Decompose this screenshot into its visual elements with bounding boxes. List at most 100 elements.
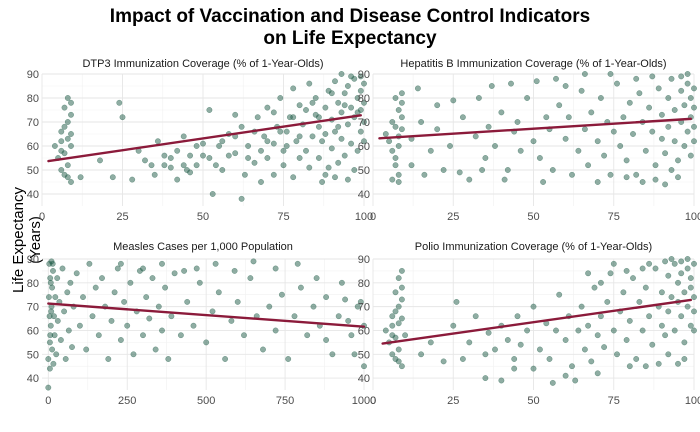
data-point [174, 147, 181, 154]
data-point [277, 128, 284, 135]
data-point [162, 284, 169, 291]
data-point [671, 138, 678, 145]
data-point [614, 351, 620, 358]
y-tick-label: 40 [27, 373, 39, 385]
data-point [389, 313, 396, 320]
data-point [272, 265, 279, 272]
data-point [549, 379, 556, 386]
data-point [617, 143, 624, 149]
data-point [398, 90, 405, 97]
data-point [662, 181, 669, 188]
data-point [620, 114, 627, 121]
data-point [228, 317, 235, 324]
data-point [361, 119, 367, 125]
data-point [58, 138, 65, 145]
data-point [167, 164, 174, 171]
data-point [219, 138, 226, 145]
data-point [361, 99, 367, 106]
data-point [161, 162, 168, 169]
data-point [418, 351, 425, 358]
y-tick-label: 70 [358, 117, 370, 129]
data-point [536, 155, 543, 161]
data-point [61, 123, 68, 130]
data-point [272, 327, 279, 334]
facet-panel-4: 0 25 50 75 100 40 50 60 70 80 90 Polio Immunization… [358, 241, 700, 407]
data-point [691, 308, 697, 315]
data-point [58, 167, 65, 173]
data-point [675, 279, 681, 286]
data-point [171, 270, 178, 277]
data-point [306, 80, 313, 87]
data-point [402, 332, 409, 339]
data-point [498, 109, 505, 116]
data-point [691, 260, 697, 267]
data-point [290, 85, 297, 92]
data-point [97, 157, 103, 164]
data-point [553, 75, 559, 82]
data-point [453, 298, 460, 305]
data-point [514, 313, 521, 320]
data-point [392, 334, 399, 341]
data-point [556, 291, 563, 298]
data-point [440, 358, 447, 365]
data-point [258, 179, 264, 185]
data-point [671, 107, 678, 113]
data-point [50, 267, 56, 274]
data-point [260, 346, 266, 353]
data-point [64, 135, 71, 142]
data-point [395, 320, 402, 327]
y-tick-label: 90 [358, 69, 370, 81]
data-point [652, 176, 659, 183]
data-point [649, 128, 656, 135]
data-point [193, 265, 200, 272]
data-point [312, 95, 319, 101]
data-point [585, 322, 592, 329]
data-point [646, 104, 653, 111]
data-point [395, 179, 402, 185]
data-point [630, 131, 636, 137]
data-point [140, 265, 146, 272]
data-point [119, 114, 126, 121]
data-point [597, 313, 604, 320]
data-point [678, 87, 685, 94]
data-point [671, 327, 678, 334]
data-point [540, 179, 547, 185]
data-point [254, 114, 261, 121]
data-point [678, 258, 685, 265]
data-point [626, 317, 633, 324]
x-tick-label: 0 [39, 211, 45, 223]
x-tick-label: 0 [370, 211, 376, 223]
data-point [121, 298, 128, 305]
data-point [168, 313, 175, 320]
data-point [341, 152, 348, 159]
x-tick-label: 100 [685, 395, 700, 407]
data-point [283, 143, 290, 149]
data-point [684, 128, 691, 135]
data-point [549, 167, 556, 173]
data-point [64, 162, 71, 169]
data-point [64, 174, 71, 181]
data-point [130, 351, 137, 358]
data-point [485, 329, 492, 336]
data-point [357, 298, 364, 305]
data-point [482, 155, 489, 161]
data-point [270, 140, 277, 147]
data-point [614, 80, 620, 87]
data-point [630, 275, 636, 282]
data-point [687, 284, 694, 291]
data-point [357, 73, 364, 80]
data-point [296, 102, 303, 109]
y-tick-label: 70 [27, 117, 39, 129]
data-point [450, 322, 457, 329]
data-point [291, 313, 298, 320]
trend-line [47, 114, 362, 163]
data-point [342, 296, 349, 303]
data-point [678, 313, 685, 320]
data-point [517, 147, 524, 154]
data-point [296, 133, 303, 140]
data-point [68, 111, 74, 118]
data-point [323, 337, 330, 343]
data-point [427, 147, 434, 154]
